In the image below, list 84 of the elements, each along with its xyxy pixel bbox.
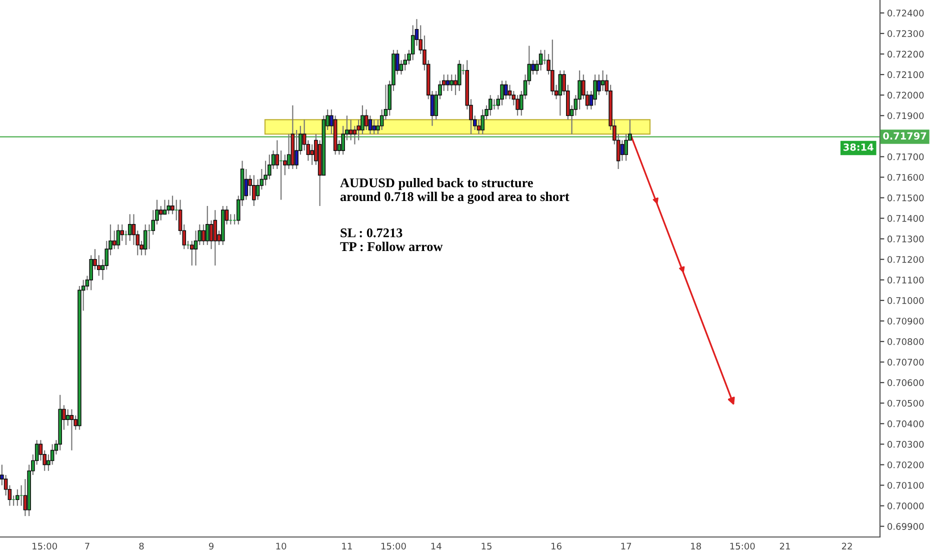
y-tick-label: 0.71700 [888,153,924,160]
candlestick [162,199,167,215]
candlestick [488,94,492,116]
candlestick [558,70,562,116]
y-tick-label: 0.70100 [888,482,924,489]
x-tick-label: 21 [780,542,790,550]
x-tick-label: 15:00 [381,542,406,550]
x-tick-label: 22 [842,542,852,550]
candlestick [213,210,218,266]
candlestick [597,74,601,96]
y-tick-label: 0.71000 [888,297,924,304]
candlestick [372,119,376,135]
y-tick-label: 0.71300 [888,236,924,242]
candlestick [190,240,194,266]
candlestick [403,53,408,71]
candlestick [206,205,210,246]
candlestick [120,224,124,242]
x-tick-label: 11 [342,542,352,550]
x-tick-label: 15:00 [32,542,57,550]
candlestick [620,140,624,162]
candlestick [143,224,148,256]
y-tick-label: 0.72100 [888,71,924,78]
candlestick [356,119,360,141]
candlestick [500,80,504,106]
x-tick-label: 17 [621,542,632,550]
ref-line-label: 0.71797 [883,132,926,140]
x-tick-label: 16 [552,542,562,550]
candlestick [504,80,508,100]
candlestick [244,168,248,200]
candlestick [66,408,70,426]
y-tick-label: 0.72200 [888,50,924,58]
y-tick-label: 0.72400 [888,10,924,16]
candlestick [128,214,132,242]
y-tick-label: 0.70700 [888,358,924,366]
y-tick-label: 0.71600 [888,174,924,181]
y-tick-label: 0.72000 [888,92,924,99]
x-tick-label: 9 [208,542,214,550]
x-tick-label: 18 [691,542,701,550]
candlestick [480,108,485,135]
x-tick-label: 14 [431,542,442,550]
candlestick [166,199,171,215]
y-tick-label: 0.70800 [888,338,924,346]
annotation: 38:14 [844,143,874,151]
y-tick-label: 0.70600 [888,379,924,386]
y-tick-label: 0.70300 [888,440,924,448]
y-tick-label: 0.69900 [888,523,924,530]
annotation: SL : 0.7213 TP : Follow arrow [340,228,443,252]
candlestick [450,74,454,92]
x-tick-label: 7 [85,542,90,550]
candlestick [348,119,353,141]
candlestick [516,94,520,116]
candlestick [294,129,298,170]
y-tick-label: 0.71500 [888,194,924,202]
y-tick-label: 0.72300 [888,30,924,38]
y-tick-label: 0.71400 [888,215,924,222]
y-tick-label: 0.71900 [888,112,924,120]
candlestick [209,220,214,250]
y-tick-label: 0.71100 [888,276,924,284]
x-tick-label: 15 [482,542,492,550]
candlestick [364,108,368,131]
candlestick [593,74,597,106]
candlestick [70,408,74,451]
candlestick [16,488,20,506]
annotation: AUDUSD pulled back to structure around 0.718 will be a good area to short [340,178,570,204]
y-tick-label: 0.70400 [888,420,924,428]
y-tick-label: 0.70900 [888,318,924,325]
x-tick-label: 8 [139,542,144,550]
candlestick [310,144,314,166]
y-tick-label: 0.70500 [888,400,924,407]
candlestick [457,60,462,92]
y-tick-label: 0.71200 [888,256,924,263]
candlestick [550,39,554,96]
candlestick [624,134,628,162]
y-tick-label: 0.70000 [888,502,924,510]
x-tick-label: 10 [276,542,286,550]
candlestick [116,224,120,250]
candlestick [252,174,256,207]
candlestick [202,224,206,246]
candlestick [112,230,116,250]
candlestick [158,205,163,221]
y-tick-label: 0.70200 [888,461,924,468]
x-tick-label: 15:00 [730,542,755,550]
candlestick [538,49,543,71]
candlestick [476,119,481,135]
